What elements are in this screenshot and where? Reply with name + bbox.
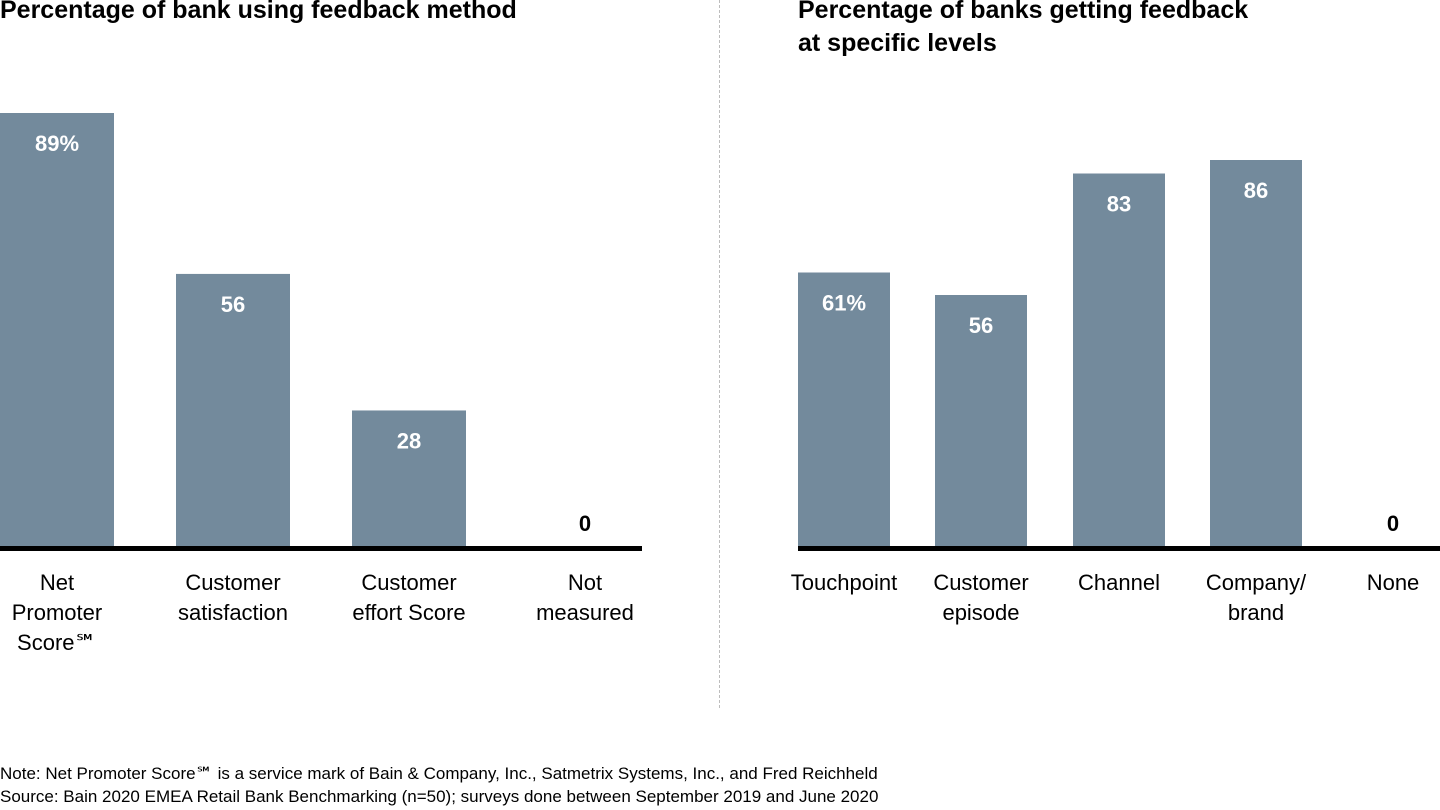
category-label: Touchpoint xyxy=(791,570,897,595)
data-label: 56 xyxy=(221,292,245,317)
category-label: episode xyxy=(942,600,1019,625)
data-label: 61% xyxy=(822,291,866,316)
category-label: Net xyxy=(40,570,74,595)
left-chart-title: Percentage of bank using feedback method xyxy=(0,0,517,24)
category-label: brand xyxy=(1228,600,1284,625)
right-chart: 61% Touchpoint 56 Customer episode 83 Channel 8… xyxy=(791,160,1440,625)
right-chart-title-line-1: Percentage of banks getting feedback xyxy=(798,0,1249,24)
category-label: effort Score xyxy=(352,600,465,625)
data-label: 0 xyxy=(579,511,591,536)
data-label: 86 xyxy=(1244,178,1268,203)
data-label: 28 xyxy=(397,428,421,453)
right-chart-title: Percentage of banks getting feedback at … xyxy=(798,0,1248,60)
category-label: Not xyxy=(568,570,602,595)
x-axis-baseline xyxy=(798,546,1440,551)
category-label: None xyxy=(1367,570,1420,595)
bar xyxy=(1210,160,1302,547)
bar xyxy=(935,295,1027,547)
data-label: 89% xyxy=(35,131,79,156)
category-label: Customer xyxy=(185,570,280,595)
category-label: Channel xyxy=(1078,570,1160,595)
bar xyxy=(1073,173,1165,547)
category-label: Customer xyxy=(361,570,456,595)
category-label: measured xyxy=(536,600,634,625)
bar xyxy=(352,410,466,547)
left-chart: 89% Net Promoter Score℠ 56 Customer satisfacti… xyxy=(0,113,642,655)
footnote-source: Source: Bain 2020 EMEA Retail Bank Bench… xyxy=(0,787,879,806)
chart-divider xyxy=(719,0,720,708)
category-label: Company/ xyxy=(1206,570,1307,595)
data-label: 83 xyxy=(1107,192,1131,217)
right-chart-title-line-2: at specific levels xyxy=(798,29,997,57)
bar-charts: 89% Net Promoter Score℠ 56 Customer satisfacti… xyxy=(0,113,1440,655)
bar xyxy=(176,273,290,547)
footnote-note: Note: Net Promoter Score℠ is a service m… xyxy=(0,764,878,783)
bar xyxy=(798,272,890,547)
category-label: Promoter xyxy=(12,600,102,625)
category-label: Score℠ xyxy=(17,630,97,655)
category-label: satisfaction xyxy=(178,600,288,625)
data-label: 56 xyxy=(969,313,993,338)
bar xyxy=(0,113,114,547)
data-label: 0 xyxy=(1387,511,1399,536)
x-axis-baseline xyxy=(0,546,642,551)
category-label: Customer xyxy=(933,570,1028,595)
